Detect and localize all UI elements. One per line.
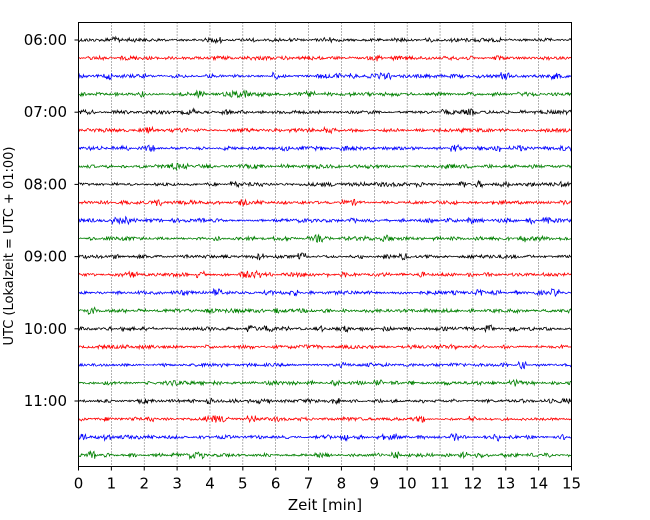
- plot-frame: [78, 22, 572, 467]
- trace-0645: [78, 89, 572, 100]
- trace-1045: [78, 378, 572, 387]
- trace-0945: [78, 306, 572, 315]
- y-tick-label: 10:00: [24, 320, 67, 338]
- y-tick-label: 09:00: [24, 248, 67, 266]
- x-tick-label: 7: [304, 475, 314, 493]
- trace-0930: [78, 287, 572, 298]
- trace-0845: [78, 233, 572, 243]
- trace-0615: [78, 54, 572, 62]
- minute-gridlines: [111, 22, 539, 467]
- seismic-traces: [78, 35, 572, 461]
- x-tick-label: 15: [562, 475, 581, 493]
- trace-0800: [78, 179, 572, 189]
- x-tick-label: 1: [107, 475, 117, 493]
- x-tick-label: 5: [238, 475, 248, 493]
- trace-1130: [78, 432, 572, 442]
- x-tick-label: 4: [205, 475, 215, 493]
- y-tick-label: 08:00: [24, 175, 67, 193]
- trace-0630: [78, 71, 572, 81]
- x-tick-label: 14: [529, 475, 548, 493]
- x-tick-label: 12: [463, 475, 482, 493]
- x-axis-ticks: 0 1 2 3 4 5 6 7 8 9 10 11 12 13 14 15: [74, 466, 581, 493]
- trace-1100: [78, 397, 572, 405]
- trace-0745: [78, 162, 572, 172]
- x-tick-label: 11: [430, 475, 449, 493]
- x-tick-label: 9: [370, 475, 380, 493]
- y-axis-label: UTC (Lokalzeit = UTC + 01:00): [2, 147, 17, 346]
- trace-1015: [78, 343, 572, 351]
- trace-0600: [78, 35, 572, 45]
- trace-1030: [78, 360, 572, 370]
- x-tick-label: 13: [496, 475, 515, 493]
- trace-0900: [78, 252, 572, 261]
- y-tick-label: 07:00: [24, 103, 67, 121]
- x-tick-label: 6: [271, 475, 281, 493]
- x-tick-label: 10: [398, 475, 417, 493]
- trace-0715: [78, 125, 572, 135]
- trace-0830: [78, 215, 572, 226]
- trace-0815: [78, 198, 572, 207]
- trace-1115: [78, 414, 572, 424]
- trace-0915: [78, 269, 572, 279]
- trace-0700: [78, 107, 572, 116]
- y-tick-label: 06:00: [24, 31, 67, 49]
- x-tick-label: 8: [337, 475, 347, 493]
- x-axis-label: Zeit [min]: [288, 496, 362, 514]
- y-tick-label: 11:00: [24, 392, 67, 410]
- x-tick-label: 0: [74, 475, 84, 493]
- trace-0730: [78, 144, 572, 153]
- trace-1145: [78, 450, 572, 461]
- y-axis-ticks: 06:00 07:00 08:00 09:00 10:00 11:00: [24, 31, 79, 410]
- x-tick-label: 3: [172, 475, 182, 493]
- trace-1000: [78, 324, 572, 334]
- x-tick-label: 2: [139, 475, 149, 493]
